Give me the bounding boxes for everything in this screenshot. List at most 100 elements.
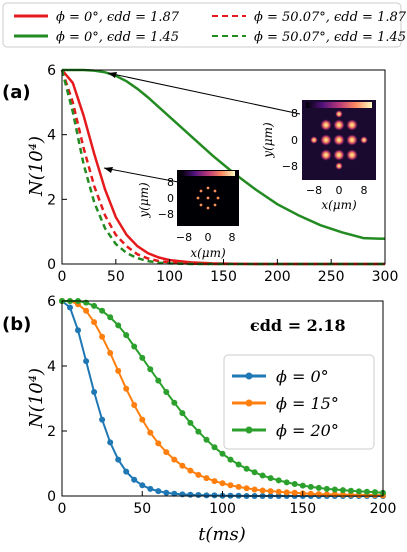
panel-a-xtick-label: 100 (156, 269, 183, 285)
panel-b-xlabel: t(ms) (198, 524, 246, 545)
panel-b-series-3-point (195, 428, 202, 435)
panel-b-series-3-point (187, 419, 194, 426)
panel-b-series-2-point (179, 462, 186, 469)
panel-b-series-2-point (155, 440, 162, 447)
panel-b-ytick-label: 0 (47, 489, 56, 505)
panel-b-series-1-point (155, 488, 162, 495)
inset-large-xtick-3: 8 (361, 184, 368, 197)
inset-small-ring (196, 186, 220, 210)
legend-marker-orange (245, 399, 253, 407)
panel-a-xtick-label: 300 (372, 269, 399, 285)
panel-b-xtick-label: 100 (209, 501, 236, 517)
inset-small-ylabel: y(μm) (137, 182, 151, 219)
panel-b-legend: ϕ = 0° ϕ = 15° ϕ = 20° (223, 354, 375, 450)
panel-b-series-3-point (339, 487, 346, 494)
panel-b-label: (b) (2, 314, 31, 335)
panel-a-series-line-3 (62, 68, 386, 241)
top-legend-item-2: ϕ = 50.07°, ϵdd = 1.87 (212, 10, 407, 25)
panel-b-series-1-point (139, 482, 146, 489)
panel-b-series-3-point (372, 489, 378, 496)
panel-b-series-3-point (203, 436, 210, 443)
panel-b-series-3-point (171, 399, 178, 406)
panel-b-ticks: 0 50 100 150 200 0 2 4 6 (47, 294, 396, 517)
panel-b-series-3-point (227, 456, 234, 463)
inset-small-ytick-3: −8 (158, 208, 174, 221)
inset-small-ytick-2: 0 (167, 192, 174, 205)
panel-b-series-1-point (115, 456, 122, 463)
top-legend-frame (2, 2, 402, 48)
panel-b-series-2-point (243, 485, 250, 492)
inset-large-arrow (107, 72, 301, 115)
legend-item-phi-20: ϕ = 20° (232, 421, 339, 440)
inset-large-ytick-3: −8 (282, 160, 298, 173)
panel-b-series-1-point (75, 327, 81, 334)
legend-label-2: ϕ = 50.07°, ϵdd = 1.87 (254, 10, 407, 25)
panel-b-series-2-point (227, 482, 234, 489)
panel-b-series-3-point (211, 444, 218, 451)
panel-a-xtick-label: 150 (210, 269, 237, 285)
panel-b-series-2-point (235, 483, 242, 490)
panel-b-series-2-point (203, 475, 210, 482)
inset-large-ytick-2: 0 (291, 134, 298, 147)
panel-b-series-2-point (163, 449, 170, 456)
panel-b-series-1-point (187, 491, 194, 498)
inset-large-ytick-1: 8 (291, 107, 298, 120)
panel-b-series-2-point (83, 307, 90, 314)
panel-b-series-3-point (355, 488, 362, 495)
panel-a: (a) N(10⁴) 0 50 100 150 200 250 300 0 2 4 6 8 0 −8… (2, 63, 398, 285)
legend-label-3: ϕ = 0°, ϵdd = 1.45 (56, 30, 179, 45)
legend-marker-blue (245, 372, 253, 380)
panel-b-series-2-point (99, 333, 106, 340)
panel-b-series-1-point (195, 492, 202, 498)
panel-b-series-3-point (99, 307, 106, 314)
panel-b-ytick-label: 6 (47, 294, 56, 310)
panel-b-series-3-point (219, 450, 226, 457)
panel-b-series-2-point (91, 319, 98, 326)
panel-b-series-2-point (107, 350, 114, 356)
panel-b-series-1-point (171, 490, 178, 497)
panel-b-series-2-point (211, 478, 218, 485)
panel-b-series-2-point (123, 385, 130, 392)
panel-b: (b) N(10⁴) t(ms) 0 50 100 150 200 0 2 4 6 ϵdd = … (2, 294, 396, 545)
inset-large-xtick-1: −8 (306, 184, 322, 197)
panel-b-series-3-point (347, 487, 354, 494)
panel-b-series-2-point (187, 467, 194, 474)
panel-a-ytick-label: 0 (47, 257, 56, 273)
panel-b-series-3-point (163, 389, 170, 395)
inset-large: 8 0 −8 y(μm) −8 0 8 x(μm) (107, 72, 376, 212)
panel-b-series-2-point (115, 367, 122, 374)
panel-b-series-3-point (115, 322, 122, 329)
panel-b-series-2-point (195, 471, 202, 478)
inset-small-xtick-3: 8 (229, 231, 236, 244)
panel-b-series-3-point (139, 354, 146, 361)
panel-b-series-3-point (307, 483, 314, 490)
inset-large-arrowhead (108, 72, 117, 78)
legend-marker-green (245, 426, 253, 434)
panel-b-series-3-point (323, 485, 330, 492)
top-legend-item-3: ϕ = 0°, ϵdd = 1.45 (14, 30, 179, 45)
panel-b-xtick-label: 200 (370, 501, 397, 517)
panel-a-ylabel: N(10⁴) (26, 136, 47, 197)
panel-b-series-2-point (139, 416, 146, 423)
panel-b-series-1-point (211, 492, 218, 499)
panel-b-series-1-point (107, 439, 114, 446)
panel-b-series-2-point (283, 489, 290, 496)
panel-b-series-1-point (147, 485, 154, 492)
panel-b-series-3-point (283, 479, 290, 486)
panel-b-series-3-point (291, 481, 298, 487)
panel-b-series-2-point (251, 486, 258, 493)
top-legend: ϕ = 0°, ϵdd = 1.87 ϕ = 50.07°, ϵdd = 1.8… (2, 2, 407, 48)
panel-b-series-3-point (147, 366, 154, 373)
panel-b-series-1-point (123, 468, 130, 475)
panel-b-ytick-label: 2 (47, 424, 56, 440)
inset-large-colorbar (306, 102, 372, 108)
inset-large-ylabel: y(μm) (261, 122, 275, 159)
panel-a-ytick-label: 6 (47, 63, 56, 79)
legend-item-phi-15: ϕ = 15° (232, 394, 339, 413)
panel-b-series-1-point (203, 492, 210, 499)
panel-b-series-3-point (267, 475, 274, 482)
panel-b-series-3-point (299, 482, 306, 489)
inset-small-ytick-1: 8 (167, 176, 174, 189)
inset-small-arrow (103, 167, 179, 183)
panel-a-xtick-label: 50 (107, 269, 125, 285)
